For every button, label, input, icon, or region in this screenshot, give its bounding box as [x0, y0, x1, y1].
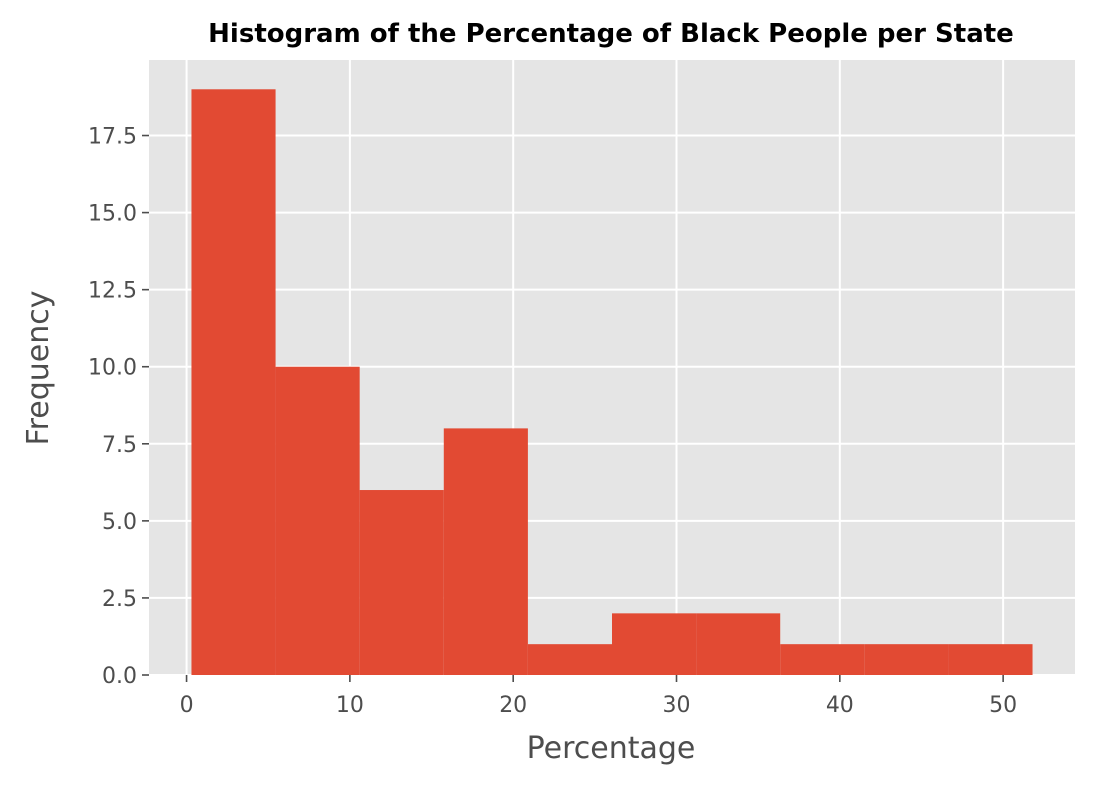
- histogram-bar: [948, 644, 1033, 675]
- histogram-bar: [275, 366, 360, 675]
- y-tick-label: 17.5: [88, 125, 137, 150]
- x-axis-label: Percentage: [527, 731, 696, 766]
- y-axis-label: Frequency: [21, 291, 56, 446]
- y-tick-label: 5.0: [102, 510, 137, 535]
- y-tick-label: 15.0: [88, 202, 137, 227]
- histogram-bar: [780, 644, 865, 675]
- x-tick-label: 30: [663, 693, 691, 718]
- histogram-bar: [191, 89, 276, 676]
- histogram-bar: [527, 644, 612, 675]
- histogram-bar: [443, 428, 528, 675]
- histogram-bar: [359, 490, 444, 675]
- y-axis-ticks: 0.0 2.5 5.0 7.5 10.0 12.5 15.0 17.5: [88, 125, 149, 689]
- x-tick-label: 50: [989, 693, 1017, 718]
- x-tick-label: 20: [499, 693, 527, 718]
- y-tick-label: 7.5: [102, 433, 137, 458]
- y-tick-label: 0.0: [102, 664, 137, 689]
- x-axis-ticks: 0 10 20 30 40 50: [180, 675, 1017, 718]
- histogram-bar: [864, 644, 949, 675]
- x-tick-label: 40: [826, 693, 854, 718]
- histogram-bar: [612, 613, 697, 675]
- histogram-bars: [191, 89, 1033, 676]
- y-tick-label: 10.0: [88, 356, 137, 381]
- y-tick-label: 12.5: [88, 279, 137, 304]
- histogram-bar: [696, 613, 781, 675]
- y-tick-label: 2.5: [102, 587, 137, 612]
- chart-title: Histogram of the Percentage of Black Peo…: [208, 19, 1014, 49]
- x-tick-label: 10: [336, 693, 364, 718]
- x-tick-label: 0: [180, 693, 194, 718]
